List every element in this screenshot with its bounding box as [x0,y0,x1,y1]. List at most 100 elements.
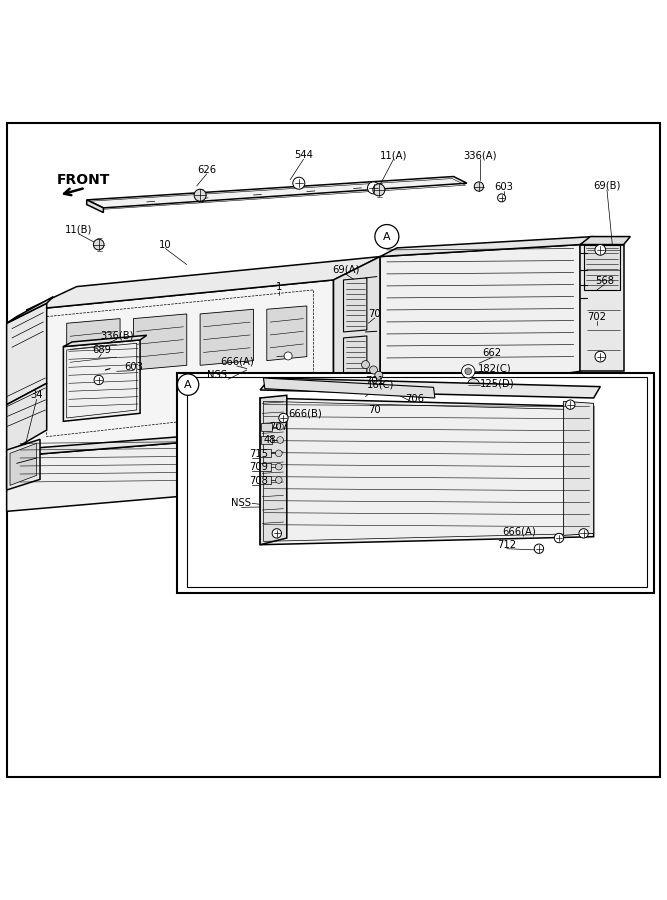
Text: 70: 70 [369,405,381,415]
Polygon shape [260,395,287,544]
Text: 666(B): 666(B) [289,409,322,419]
Circle shape [275,450,282,456]
Text: 662: 662 [483,348,502,358]
Circle shape [275,477,282,483]
Text: 666(A): 666(A) [220,357,253,367]
Text: 11(A): 11(A) [380,150,408,160]
Bar [261,423,272,431]
Polygon shape [340,383,366,427]
Bar [187,376,647,587]
Text: 182(C): 182(C) [478,364,512,374]
Text: FRONT: FRONT [57,173,110,187]
Circle shape [595,245,606,256]
Text: 666(A): 666(A) [502,526,536,536]
Polygon shape [63,340,140,421]
Polygon shape [7,297,53,323]
Bar [260,463,271,471]
Polygon shape [263,378,435,398]
Circle shape [370,366,378,374]
Polygon shape [584,245,620,290]
Text: 544: 544 [294,150,313,160]
Text: 706: 706 [406,394,424,404]
Circle shape [474,182,484,191]
Circle shape [462,364,475,378]
Text: A: A [184,380,192,390]
Circle shape [275,464,282,470]
Bar [260,449,271,457]
Circle shape [194,189,206,202]
Circle shape [465,368,472,374]
Text: A: A [383,231,391,241]
Text: 69(A): 69(A) [331,265,360,274]
Text: 701: 701 [366,375,384,385]
Polygon shape [7,383,47,454]
Text: 1: 1 [275,282,282,292]
Circle shape [94,375,103,384]
Circle shape [293,177,305,189]
Bar [260,476,271,484]
Polygon shape [200,310,253,365]
Text: 11(B): 11(B) [65,225,93,235]
Circle shape [534,544,544,554]
Polygon shape [27,256,380,310]
Polygon shape [260,398,594,544]
Text: 708: 708 [249,476,268,486]
Text: 336(B): 336(B) [100,330,133,340]
Circle shape [566,400,575,410]
Circle shape [375,225,399,248]
Circle shape [375,372,383,379]
Circle shape [93,239,104,250]
Text: 626: 626 [197,165,216,175]
Bar [261,436,272,444]
Circle shape [177,374,199,395]
Text: 568: 568 [595,275,614,285]
Polygon shape [580,237,630,245]
Circle shape [468,379,480,391]
Polygon shape [7,430,267,456]
Text: 69(B): 69(B) [593,181,621,191]
Text: 709: 709 [249,463,268,473]
Polygon shape [380,245,580,400]
Circle shape [284,352,292,360]
Polygon shape [27,280,334,456]
Text: 10: 10 [159,239,171,249]
Circle shape [277,423,283,430]
Text: 702: 702 [588,311,606,321]
Text: NSS: NSS [231,499,251,508]
Text: NSS: NSS [207,370,227,381]
Text: 689: 689 [92,345,111,355]
Text: 712: 712 [498,540,516,550]
Polygon shape [344,278,367,332]
Polygon shape [87,176,467,208]
Polygon shape [10,444,37,485]
Text: 125(D): 125(D) [480,378,515,388]
Circle shape [554,534,564,543]
Text: 707: 707 [269,422,288,432]
Text: 48: 48 [264,435,276,445]
Text: 603: 603 [124,362,143,372]
Polygon shape [580,245,624,372]
Text: 34: 34 [31,391,43,401]
Circle shape [373,184,385,196]
Circle shape [279,413,288,423]
Circle shape [498,194,506,202]
Circle shape [579,528,588,538]
Polygon shape [87,200,103,212]
Polygon shape [267,306,307,361]
Text: 715: 715 [249,449,268,459]
Circle shape [368,182,380,194]
Polygon shape [7,436,253,511]
Polygon shape [7,439,40,490]
Text: 336(A): 336(A) [464,150,497,160]
Circle shape [277,436,283,444]
Polygon shape [334,256,380,423]
Text: 70: 70 [369,309,381,319]
Polygon shape [67,319,120,375]
Polygon shape [380,237,594,256]
Polygon shape [344,383,367,426]
Circle shape [272,528,281,538]
Polygon shape [7,303,47,405]
Bar [177,374,654,593]
Text: 603: 603 [494,182,513,192]
Circle shape [362,361,370,369]
